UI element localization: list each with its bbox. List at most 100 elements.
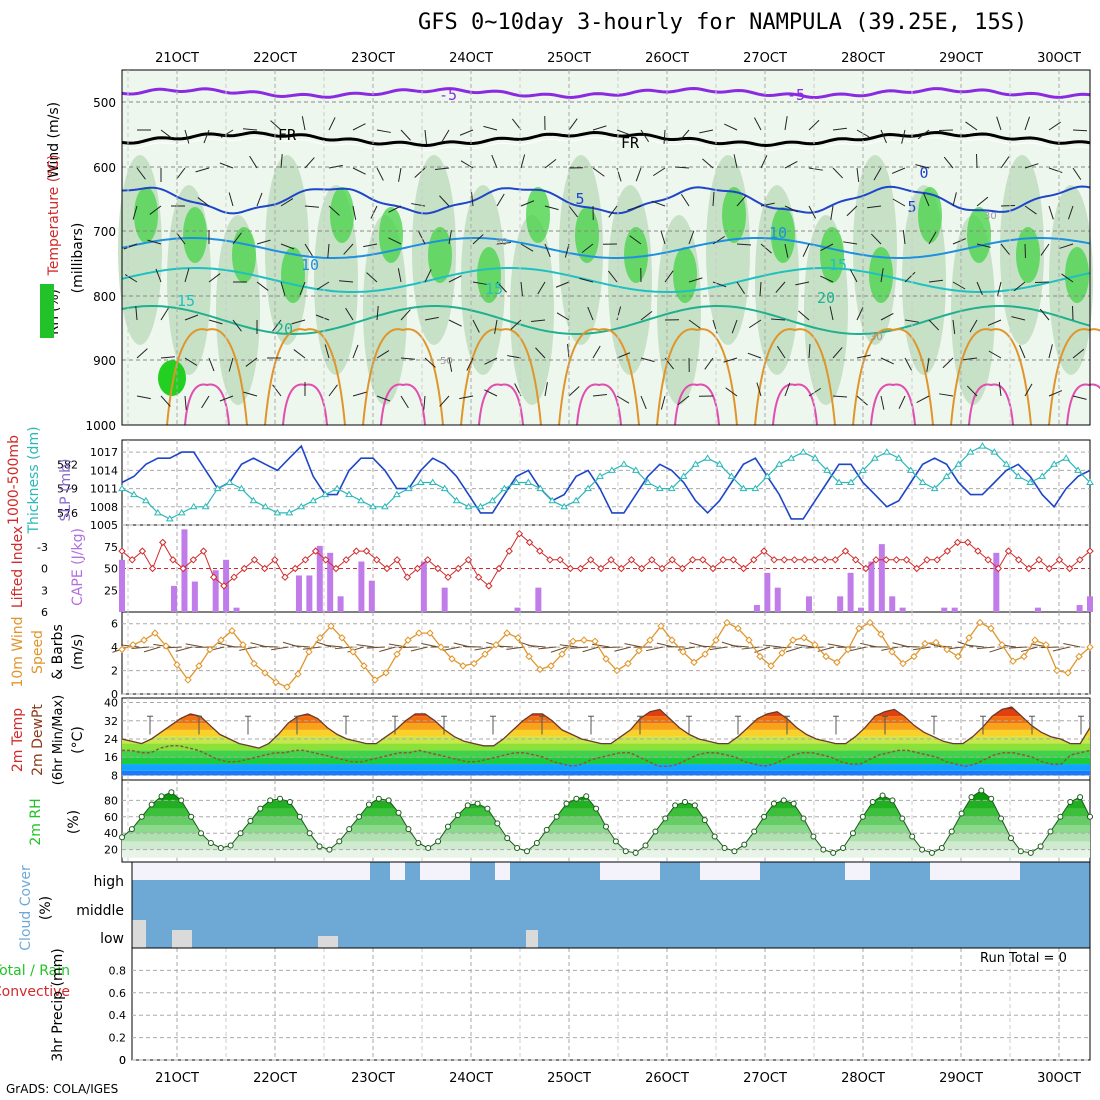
thickness-line-point [787, 454, 796, 461]
wind-barb [291, 645, 310, 648]
rh-tick-label: 20 [104, 844, 118, 857]
wind-barb [629, 235, 642, 245]
rh-high-area [477, 247, 501, 303]
date-label-top: 26OCT [645, 51, 689, 66]
wind-barb [917, 129, 930, 140]
wind-barb [556, 312, 570, 321]
isotherm-label: 10 [301, 256, 319, 274]
temperature-line [121, 706, 1091, 749]
wind-barb [400, 357, 415, 360]
wind-barb [784, 243, 789, 258]
rh-line-point [553, 813, 560, 820]
thickness-line-point [1050, 460, 1059, 467]
wind-barb [328, 384, 338, 397]
isotherm-25-arch [264, 328, 346, 426]
thickness-line-point [476, 502, 485, 510]
temp-tick-label: 16 [104, 751, 118, 764]
rh-line-point [336, 838, 343, 845]
thickness-line-point [130, 490, 138, 498]
wind-barb [271, 646, 289, 651]
lifted-index-line-point [474, 573, 483, 581]
lifted-index-line-point [423, 556, 432, 564]
wind-barb [304, 157, 315, 169]
rh-line-point [563, 800, 570, 807]
wind-barb [520, 281, 523, 296]
wind-speed-line-point [360, 662, 368, 670]
wind-speed-line-point [514, 634, 522, 642]
wind-unit-label: (m/s) [70, 634, 86, 671]
wind-barb [256, 281, 269, 291]
cloud-low-label: low [100, 931, 124, 947]
wind-barb [136, 167, 146, 180]
thickness-line-point [333, 484, 341, 492]
wind-speed-line-point [591, 637, 599, 645]
cape-bar [764, 572, 771, 612]
wind-barb [808, 387, 822, 397]
wind-barb [901, 129, 906, 144]
lifted-index-line-point [933, 556, 941, 564]
wind-speed-line-point [1064, 669, 1072, 677]
wind-barb [155, 268, 162, 283]
rh-high-area [232, 227, 256, 283]
wind-speed-line-point [866, 618, 874, 627]
li-tick-label: 0 [41, 563, 48, 576]
lifted-index-line-point [1065, 564, 1074, 573]
wind-speed-line-point [778, 649, 786, 657]
wind-barb [677, 395, 690, 406]
cape-bar [337, 596, 344, 612]
wind-barb [966, 385, 978, 397]
thickness-line-point [1038, 472, 1047, 479]
rh-line-point [227, 842, 234, 849]
isotherm-label: 0 [919, 164, 928, 182]
wind-barb [829, 306, 834, 321]
wind-barb [448, 357, 453, 372]
wind-barb [352, 123, 366, 131]
thickness-line-point [273, 508, 282, 516]
wind-barb [472, 234, 484, 245]
wind-barb [567, 344, 570, 359]
wind-barb [483, 125, 498, 131]
wind-barb [904, 271, 916, 283]
wind-barb [901, 645, 920, 648]
rh-line-point [454, 812, 461, 819]
wind-barb [496, 242, 511, 245]
wind-barb [1072, 129, 1088, 132]
wind-barb [660, 230, 666, 245]
wind-barb [880, 129, 887, 144]
wind-barb [928, 279, 943, 283]
wind-speed-line-point [954, 652, 962, 661]
rh-high-area [526, 187, 550, 243]
wind-barb [1063, 642, 1081, 648]
wind-barb [132, 205, 138, 220]
wind-barb [185, 643, 203, 648]
cloud-high-label: high [93, 874, 124, 890]
date-label-top: 22OCT [253, 51, 297, 66]
thickness-line-point [942, 472, 951, 479]
wind-speed-line-point [646, 636, 654, 644]
profile-frame [121, 69, 1091, 426]
thickness-line-point [261, 502, 270, 510]
wind-barb [741, 646, 760, 650]
lifted-index-line-point [719, 556, 727, 564]
wind-barb [568, 118, 578, 131]
thickness-line-point [871, 454, 879, 461]
cloud-gap [495, 862, 510, 880]
wind-barb [160, 307, 169, 321]
rh-line-point [642, 842, 649, 849]
date-label-bottom: 23OCT [351, 1071, 395, 1086]
pressure-tick-label: 800 [93, 290, 116, 304]
thickness-line-point [859, 466, 867, 473]
rh-line-point [178, 797, 185, 804]
wind-barb [397, 268, 402, 283]
lifted-index-line-point [525, 538, 534, 547]
wind-barb [1048, 344, 1053, 359]
cloud-gap [930, 862, 1020, 880]
wind-barb [723, 357, 738, 363]
cape-bar [327, 552, 334, 612]
wind-tick-label: 0 [111, 688, 118, 701]
rh-line-point [464, 802, 471, 809]
rh-line-point [1077, 794, 1084, 801]
lifted-index-line-point [709, 564, 717, 573]
rh-band [122, 841, 1090, 850]
